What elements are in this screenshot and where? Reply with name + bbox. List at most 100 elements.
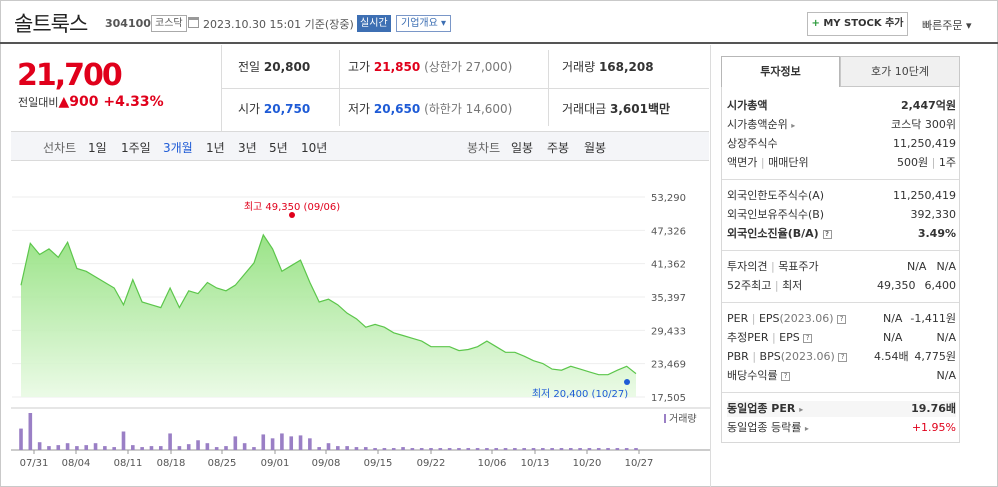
dividend-label: 배당수익률 ?	[727, 368, 791, 384]
x-tick-label: 08/11	[114, 458, 143, 469]
market-cap-row: 시가총액 2,447억원	[727, 98, 956, 114]
market-rank-label[interactable]: 시가총액순위 ▸	[727, 117, 795, 134]
period-10y[interactable]: 10년	[301, 141, 328, 155]
volume-bar	[149, 446, 154, 450]
period-5y[interactable]: 5년	[269, 141, 288, 155]
volume-bar	[317, 447, 321, 450]
volume-bar	[466, 448, 471, 450]
help-icon[interactable]: ?	[822, 229, 832, 239]
eps-year: (2023.06)	[779, 312, 834, 325]
chevron-right-icon: ▸	[799, 405, 804, 414]
chevron-down-icon: ▾	[441, 18, 447, 29]
volume-bar	[559, 448, 564, 450]
w52-high-value: 49,350	[877, 279, 916, 292]
volume-bar	[242, 443, 247, 450]
market-badge: 코스닥	[151, 15, 187, 32]
period-3y[interactable]: 3년	[238, 141, 257, 155]
divider	[722, 302, 959, 303]
x-tick-label: 10/13	[521, 458, 550, 469]
w52-label: 52주최고 | 최저	[727, 279, 803, 292]
open-label: 시가	[238, 102, 261, 116]
amount-unit: 백만	[647, 102, 671, 116]
period-3m[interactable]: 3개월	[163, 141, 193, 155]
per-row: PER | EPS(2023.06) ? N/A -1,411원	[727, 311, 956, 327]
quick-order-link[interactable]: 빠른주문 ▾	[922, 17, 972, 33]
opinion-row: 투자의견 | 목표주가 N/A N/A	[727, 259, 956, 275]
est-per-value: N/A	[883, 331, 903, 344]
period-1w[interactable]: 1주일	[121, 141, 151, 155]
shares-label: 상장주식수	[727, 137, 778, 150]
low-marker	[624, 379, 630, 385]
foreign-limit-row: 외국인한도주식수(A) 11,250,419	[727, 188, 956, 204]
x-tick-label: 09/15	[364, 458, 393, 469]
current-price: 21,700	[17, 58, 123, 93]
market-rank-value: 코스닥 300위	[891, 118, 956, 131]
est-eps-label: EPS	[779, 331, 800, 344]
volume-bar	[419, 448, 424, 450]
foreign-limit-value: 11,250,419	[893, 189, 956, 202]
volume-bar	[261, 434, 266, 450]
market-cap-value: 2,447억원	[900, 99, 956, 112]
est-per-label: 추정PER	[727, 331, 769, 344]
y-tick-label: 17,505	[651, 393, 686, 404]
volume-bar	[485, 448, 489, 450]
help-icon[interactable]: ?	[837, 314, 847, 324]
period-1d[interactable]: 1일	[88, 141, 107, 155]
bps-year: (2023.06)	[780, 350, 835, 363]
volume-bar	[522, 448, 526, 450]
divider	[339, 50, 340, 126]
market-cap-label: 시가총액	[727, 99, 768, 112]
high-label: 고가	[348, 60, 371, 74]
par-value: 500원	[897, 156, 929, 169]
per-value: N/A	[883, 312, 903, 325]
foreign-rate-value: 3.49%	[917, 227, 956, 240]
period-1y[interactable]: 1년	[206, 141, 225, 155]
dividend-row: 배당수익률 ? N/A	[727, 368, 956, 384]
volume-bar	[298, 435, 303, 450]
x-tick-label: 09/01	[261, 458, 290, 469]
candle-monthly[interactable]: 월봉	[584, 141, 607, 155]
industry-per-label[interactable]: 동일업종 PER ▸	[727, 401, 803, 418]
company-overview-dropdown[interactable]: 기업개요 ▾	[396, 15, 452, 32]
volume-bar	[475, 448, 480, 450]
volume-bar	[401, 447, 405, 450]
pbr-value: 4.54배	[874, 350, 909, 363]
candle-weekly[interactable]: 주봉	[547, 141, 570, 155]
help-icon[interactable]: ?	[781, 371, 791, 381]
amount-value: 3,601	[610, 102, 648, 116]
prev-label: 전일	[238, 60, 261, 74]
foreign-hold-label: 외국인보유주식수(B)	[727, 208, 825, 221]
industry-per-value: 19.76배	[911, 402, 956, 415]
my-stock-add-button[interactable]: + MY STOCK 추가	[807, 12, 908, 36]
foreign-hold-value: 392,330	[910, 208, 957, 221]
volume-bar	[289, 436, 294, 450]
tab-orderbook-10[interactable]: 호가 10단계	[840, 56, 960, 87]
foreign-rate-text: 외국인소진율(B/A)	[727, 227, 819, 240]
volume-bar	[84, 445, 89, 450]
per-eps-label: PER | EPS(2023.06) ?	[727, 311, 847, 327]
volume-bar	[596, 448, 601, 450]
volume-bar	[112, 447, 116, 450]
volume-bar	[382, 448, 387, 450]
target-label: 목표주가	[778, 260, 819, 273]
volume-bar	[363, 447, 368, 450]
stock-name[interactable]: 솔트룩스	[14, 12, 88, 36]
volume-label: 거래량	[562, 60, 596, 74]
volume-bar	[541, 448, 545, 450]
candle-daily[interactable]: 일봉	[511, 141, 534, 155]
tab-investment-info[interactable]: 투자정보	[721, 56, 840, 87]
stock-code: 304100	[105, 17, 151, 30]
up-triangle-icon: ▲	[58, 94, 70, 110]
pbr-label: PBR	[727, 350, 749, 363]
industry-rate-label[interactable]: 동일업종 등락률 ▸	[727, 420, 809, 437]
company-overview-label: 기업개요	[401, 18, 438, 29]
pbr-row: PBR | BPS(2023.06) ? 4.54배 4,775원	[727, 349, 956, 365]
help-icon[interactable]: ?	[838, 352, 848, 362]
help-icon[interactable]: ?	[803, 333, 813, 343]
realtime-badge[interactable]: 실시간	[357, 15, 391, 32]
volume-bar	[447, 448, 452, 450]
open-value: 20,750	[263, 102, 311, 116]
volume-bar	[93, 443, 98, 450]
volume-bar	[177, 446, 182, 450]
